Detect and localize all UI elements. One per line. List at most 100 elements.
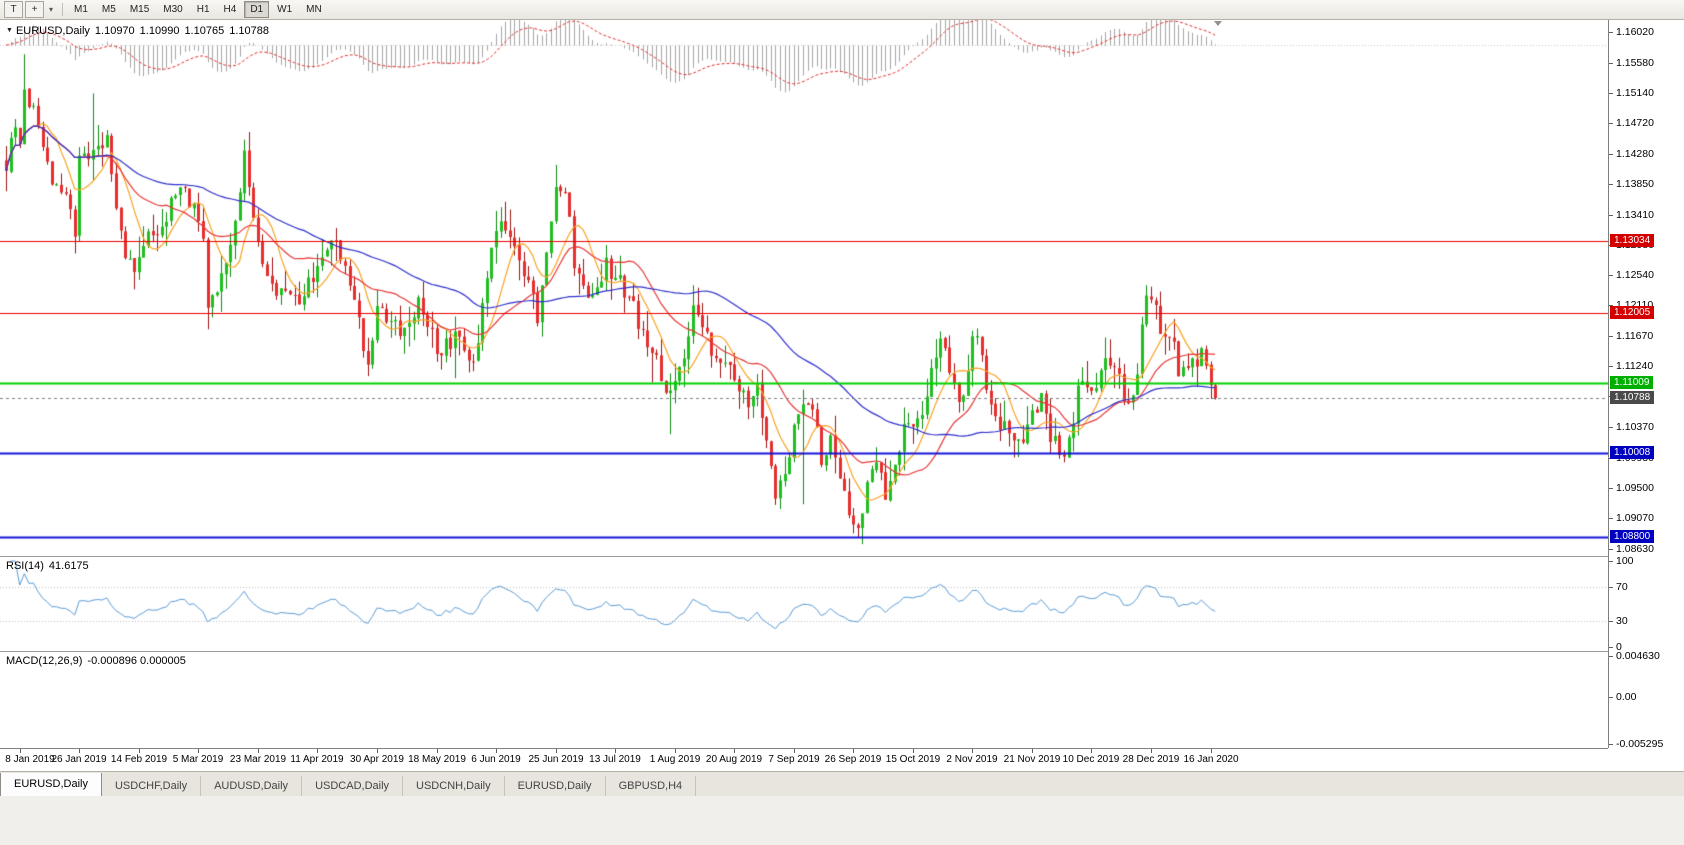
price-tick-mark [1609,336,1613,337]
timeframe-button-D1[interactable]: D1 [244,1,270,18]
timeframe-button-M5[interactable]: M5 [101,4,116,15]
price-tick-label: 1.12540 [1616,269,1654,281]
current-price-badge: 1.10788 [1610,391,1655,404]
date-tick-mark [258,749,259,753]
date-tick-mark [615,749,616,753]
price-tick-label: 1.15140 [1616,87,1654,99]
price-tick-mark [1609,427,1613,428]
date-tick-label: 28 Dec 2019 [1122,754,1180,765]
timeframe-button-W1[interactable]: W1 [277,4,293,15]
price-tick-mark [1609,488,1613,489]
rsi-panel-canvas[interactable] [0,557,1608,651]
date-tick-label: 1 Aug 2019 [649,754,701,765]
date-tick-mark [556,749,557,753]
macd-name: MACD(12,26,9) [6,655,83,667]
date-tick-mark [853,749,854,753]
rsi-tick-label: 0 [1616,641,1622,653]
timeframe-button-M15[interactable]: M15 [129,4,150,15]
price-level-badge: 1.08800 [1610,530,1655,543]
toolbar-dropdown-button[interactable]: ▾ [46,5,56,14]
date-tick-label: 8 Jan 2019 [5,754,55,765]
timeframe-button-M30[interactable]: M30 [163,4,183,15]
date-tick-mark [913,749,914,753]
date-tick-mark [139,749,140,753]
pane-splitter[interactable] [0,556,1684,557]
date-tick-label: 10 Dec 2019 [1062,754,1120,765]
chart-menu-icon[interactable]: ▼ [6,27,13,34]
date-tick-mark [1211,749,1212,753]
date-tick-mark [377,749,378,753]
ohlc-high: 1.10990 [139,25,180,37]
price-tick-label: 1.14720 [1616,117,1654,129]
date-tick-mark [734,749,735,753]
chart-tab-EURUSD-Daily[interactable]: EURUSD,Daily [504,776,606,796]
price-tick-mark [1609,32,1613,33]
date-tick-mark [675,749,676,753]
date-tick-label: 7 Sep 2019 [768,754,820,765]
chart-tab-USDCAD-Daily[interactable]: USDCAD,Daily [302,776,404,796]
price-scale[interactable]: 1.16020 1.15580 1.15140 1.14720 1.14280 1.138… [1608,20,1684,750]
chart-tab-USDCNH-Daily[interactable]: USDCNH,Daily [403,776,505,796]
rsi-tick-mark [1609,561,1613,562]
rsi-tick-mark [1609,647,1613,648]
price-tick-label: 1.14280 [1616,148,1654,160]
chart-tab-AUDUSD-Daily[interactable]: AUDUSD,Daily [201,776,303,796]
macd-label: MACD(12,26,9) -0.000896 0.000005 [6,655,186,667]
date-tick-mark [20,749,21,753]
ohlc-close: 1.10788 [229,25,269,37]
macd-values: -0.000896 0.000005 [87,655,186,667]
date-tick-label: 11 Apr 2019 [290,754,344,765]
timeframe-button-M1[interactable]: M1 [74,4,88,15]
date-tick-mark [198,749,199,753]
date-axis[interactable]: 8 Jan 2019 26 Jan 2019 14 Feb 2019 5 Mar 20… [0,748,1608,772]
date-tick-label: 25 Jun 2019 [528,754,584,765]
price-tick-label: 1.08630 [1616,543,1654,555]
date-tick-mark [1032,749,1033,753]
timeframe-button-H4[interactable]: H4 [223,4,237,15]
rsi-label: RSI(14) 41.6175 [6,560,89,572]
macd-tick-mark [1609,744,1613,745]
date-tick-label: 26 Jan 2019 [51,754,107,765]
price-tick-mark [1609,275,1613,276]
rsi-name: RSI(14) [6,560,44,572]
date-tick-mark [496,749,497,753]
date-tick-label: 5 Mar 2019 [172,754,224,765]
rsi-tick-mark [1609,587,1613,588]
price-level-badge: 1.12005 [1610,306,1655,319]
price-level-badge: 1.11009 [1610,376,1654,389]
date-tick-label: 23 Mar 2019 [229,754,287,765]
price-tick-label: 1.09500 [1616,482,1654,494]
chart-tool-icon: T [10,4,17,15]
chart-header: ▼ EURUSD,Daily 1.10970 1.10990 1.10765 1.1078… [6,25,269,37]
macd-tick-label: -0.005295 [1616,738,1664,750]
rsi-tick-label: 100 [1616,555,1634,567]
price-tick-mark [1609,154,1613,155]
timeframe-buttons: M1 M5 M15 M30 H1 H4 D1 W1 MN [67,1,329,18]
chart-tab-USDCHF-Daily[interactable]: USDCHF,Daily [101,776,202,796]
price-tick-label: 1.09070 [1616,512,1654,524]
date-tick-label: 14 Feb 2019 [110,754,168,765]
date-tick-label: 6 Jun 2019 [471,754,521,765]
price-tick-mark [1609,366,1613,367]
ohlc-open: 1.10970 [94,25,135,37]
date-tick-mark [317,749,318,753]
timeframe-button-MN[interactable]: MN [306,4,322,15]
macd-tick-label: 0.004630 [1616,650,1660,662]
timeframe-button-H1[interactable]: H1 [196,4,210,15]
price-level-badge: 1.10008 [1610,446,1655,459]
chart-tab-EURUSD-Daily[interactable]: EURUSD,Daily [0,773,102,796]
pane-splitter[interactable] [0,651,1684,652]
chevron-down-icon: ▾ [49,5,54,14]
price-tick-mark [1609,93,1613,94]
price-tick-mark [1609,215,1613,216]
crosshair-tool-button[interactable]: + [25,1,44,18]
ohlc-low: 1.10765 [184,25,225,37]
chart-tool-button[interactable]: T [4,1,23,18]
price-tick-mark [1609,63,1613,64]
chart-tab-GBPUSD-H4[interactable]: GBPUSD,H4 [605,776,697,796]
date-tick-label: 15 Oct 2019 [885,754,941,765]
chart-symbol-label: EURUSD,Daily [15,25,90,37]
date-tick-mark [1151,749,1152,753]
price-chart-canvas[interactable] [0,20,1608,556]
tab-bar: EURUSD,Daily USDCHF,Daily AUDUSD,Daily USDC… [0,771,1684,796]
